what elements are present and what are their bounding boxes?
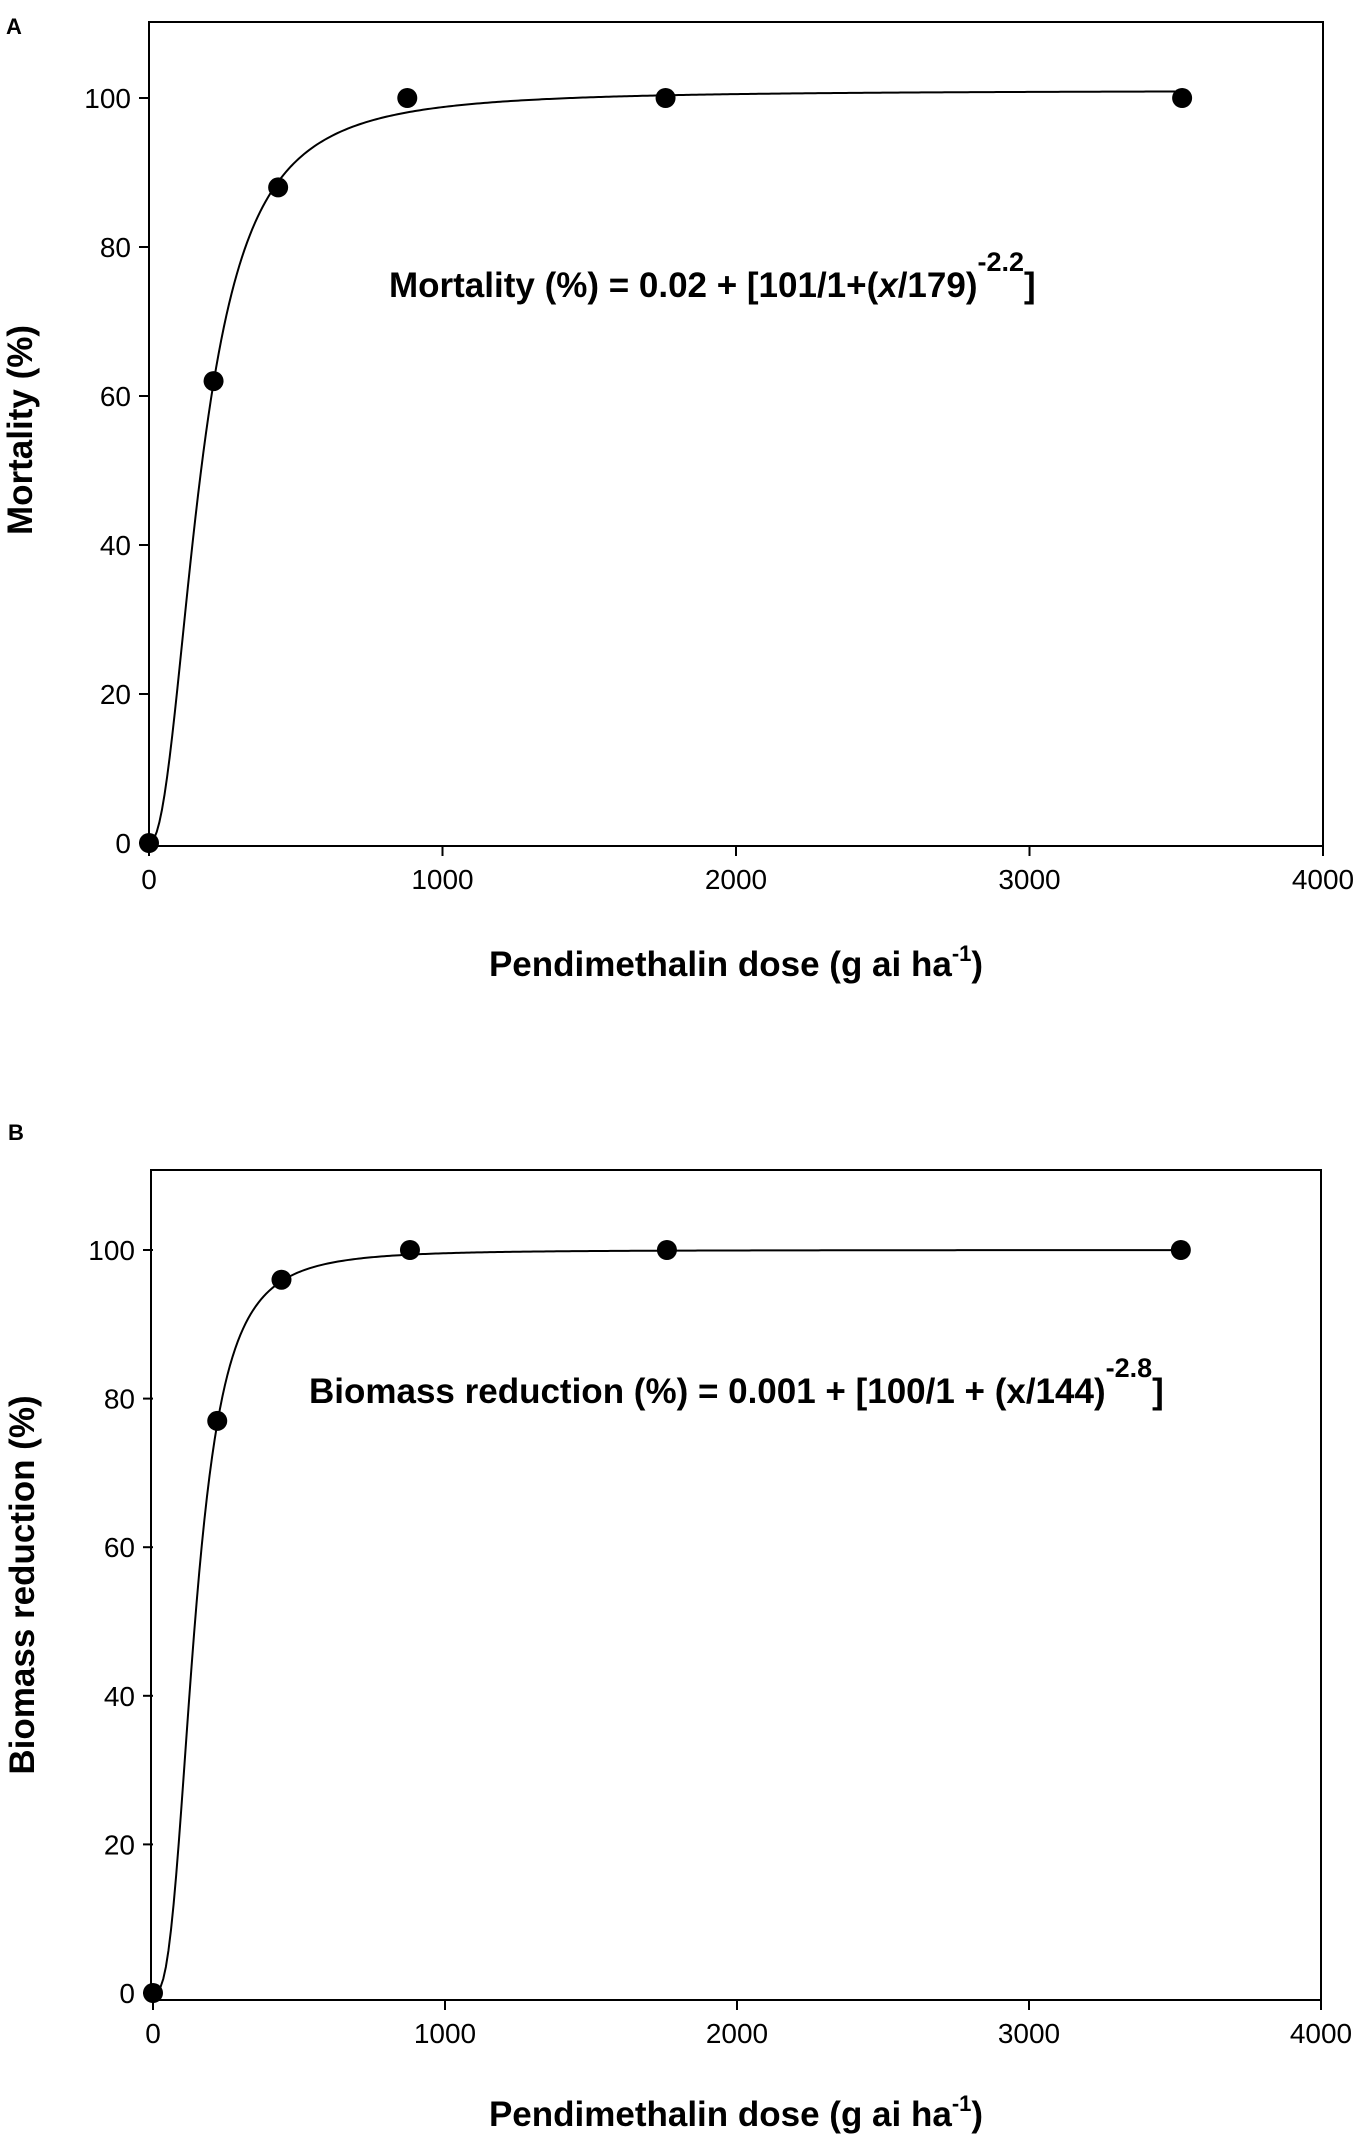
- x-tick-label: 2000: [705, 864, 767, 895]
- x-tick-label: 3000: [998, 2018, 1060, 2049]
- data-point: [655, 88, 676, 108]
- panel-b-data-points: [143, 1240, 1191, 2003]
- y-tick-label: 40: [100, 530, 131, 561]
- panel-b-x-axis-title: Pendimethalin dose (g ai ha-1): [489, 2091, 983, 2134]
- x-tick-label: 0: [141, 864, 157, 895]
- data-point: [271, 1269, 292, 1290]
- panel-b-letter: B: [8, 1120, 24, 1145]
- panel-a: A 0 20 40 60 80 100 0 1000 2000 3000 4000 Mortali…: [1, 14, 1354, 984]
- panel-b-x-axis-title-sup: -1: [952, 2091, 972, 2116]
- panel-b-y-ticks: 0 20 40 60 80 100: [88, 1235, 153, 2009]
- y-tick-label: 100: [88, 1235, 135, 1266]
- panel-a-y-axis-title: Mortality (%): [1, 325, 40, 535]
- y-tick-label: 0: [115, 828, 131, 859]
- x-tick-label: 1000: [414, 2018, 476, 2049]
- panel-a-x-axis-title: Pendimethalin dose (g ai ha-1): [489, 941, 983, 984]
- panel-b: B 0 20 40 60 80 100 0 1000 2000 3000 4000 Biomass…: [3, 1120, 1352, 2134]
- x-tick-label: 3000: [998, 864, 1060, 895]
- data-point: [1170, 1240, 1191, 1260]
- y-tick-label: 60: [104, 1532, 135, 1563]
- data-point: [397, 88, 418, 108]
- panel-b-equation-exponent: -2.8: [1106, 1353, 1153, 1383]
- panel-b-fit-curve: [152, 1249, 1181, 1994]
- panel-a-fit-curve: [148, 90, 1183, 844]
- y-tick-label: 100: [84, 83, 131, 114]
- data-point: [203, 371, 224, 392]
- panel-a-equation-rest: /179): [898, 266, 978, 305]
- data-point: [268, 177, 289, 198]
- panel-a-equation-close: ]: [1024, 266, 1036, 305]
- y-tick-label: 40: [104, 1681, 135, 1712]
- panel-a-x-axis-title-end: ): [971, 945, 983, 984]
- panel-a-equation-main: Mortality (%) = 0.02 + [101/1+(: [389, 266, 879, 305]
- panel-a-plot-frame: [148, 21, 1324, 847]
- panel-a-letter: A: [6, 14, 22, 39]
- x-tick-label: 4000: [1292, 864, 1354, 895]
- x-tick-label: 0: [145, 2018, 161, 2049]
- y-tick-label: 60: [100, 381, 131, 412]
- y-tick-label: 20: [104, 1829, 135, 1860]
- panel-b-y-axis-title: Biomass reduction (%): [3, 1395, 42, 1774]
- y-tick-label: 80: [100, 232, 131, 263]
- panel-b-equation-close: ]: [1152, 1372, 1164, 1411]
- panel-a-y-ticks: 0 20 40 60 80 100: [84, 83, 149, 859]
- x-tick-label: 4000: [1290, 2018, 1352, 2049]
- panel-b-x-axis-title-end: ): [971, 2095, 983, 2134]
- panel-b-x-axis-title-main: Pendimethalin dose (g ai ha: [489, 2095, 952, 2134]
- data-point: [399, 1240, 420, 1260]
- panel-b-equation-main: Biomass reduction (%) = 0.001 + [100/1 +…: [309, 1372, 1106, 1411]
- panel-b-plot-frame: [150, 1169, 1322, 2001]
- x-tick-label: 1000: [411, 864, 473, 895]
- panel-a-x-axis-title-main: Pendimethalin dose (g ai ha: [489, 945, 952, 984]
- data-point: [1172, 88, 1193, 108]
- panel-a-equation: Mortality (%) = 0.02 + [101/1+(x/179)-2.…: [389, 247, 1036, 305]
- data-point: [143, 1983, 163, 2003]
- y-tick-label: 20: [100, 679, 131, 710]
- panel-b-x-ticks: 0 1000 2000 3000 4000: [145, 2000, 1352, 2049]
- data-point: [139, 833, 159, 853]
- panel-b-equation: Biomass reduction (%) = 0.001 + [100/1 +…: [309, 1353, 1164, 1411]
- data-point: [207, 1410, 228, 1431]
- data-point: [656, 1240, 677, 1260]
- y-tick-label: 0: [119, 1978, 135, 2009]
- panel-a-equation-exponent: -2.2: [977, 247, 1024, 277]
- panel-a-x-ticks: 0 1000 2000 3000 4000: [141, 846, 1354, 895]
- panel-a-equation-x: x: [876, 266, 899, 305]
- panel-a-x-axis-title-sup: -1: [952, 941, 972, 966]
- panel-a-data-points: [139, 88, 1193, 853]
- y-tick-label: 80: [104, 1384, 135, 1415]
- x-tick-label: 2000: [706, 2018, 768, 2049]
